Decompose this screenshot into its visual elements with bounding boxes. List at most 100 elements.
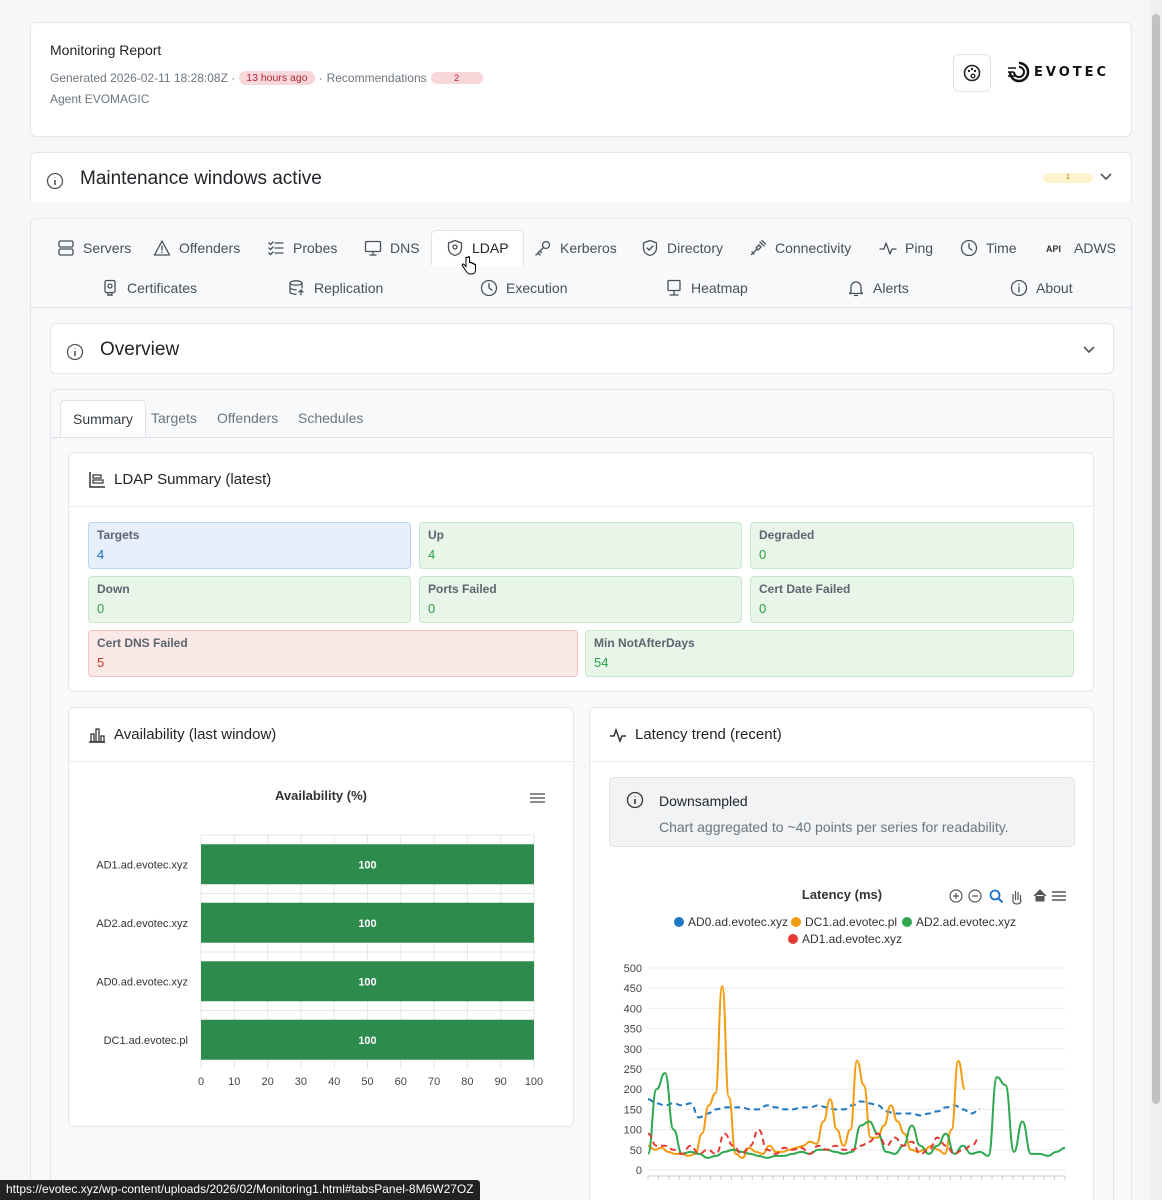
chart-menu-icon[interactable] <box>1052 891 1066 901</box>
pan-hand-icon[interactable] <box>1012 891 1022 905</box>
y-tick-label: 50 <box>630 1145 642 1157</box>
agent-name: Agent EVOMAGIC <box>50 92 150 106</box>
tab-label: Probes <box>293 240 338 256</box>
availability-card-title: Availability (last window) <box>114 726 277 743</box>
tab-label: About <box>1036 280 1073 296</box>
tab-servers[interactable]: Servers <box>43 230 145 266</box>
tab-label: Directory <box>667 240 724 256</box>
tab-alerts[interactable]: Alerts <box>833 270 923 306</box>
maintenance-accordion[interactable]: Maintenance windows active 1 <box>30 152 1132 202</box>
tab-label: Ping <box>905 240 934 256</box>
zoom-out-icon[interactable] <box>968 889 982 903</box>
x-tick-label: 30 <box>295 1076 307 1088</box>
certificate-icon <box>104 279 116 297</box>
stat-label: Ports Failed <box>428 582 497 596</box>
tab-dns[interactable]: DNS <box>350 230 434 266</box>
y-tick-label: 450 <box>624 983 642 995</box>
tab-label: Servers <box>83 240 132 256</box>
stat-value: 5 <box>97 655 105 670</box>
zoom-select-icon[interactable] <box>989 889 1004 904</box>
x-tick-label: 0 <box>198 1076 204 1088</box>
plug-icon <box>750 239 767 256</box>
logo-text: EVOTEC <box>1034 64 1110 80</box>
tab-about[interactable]: About <box>996 270 1087 306</box>
legend-item[interactable]: AD2.ad.evotec.xyz <box>902 915 1016 929</box>
tab-probes[interactable]: Probes <box>253 230 351 266</box>
bar[interactable] <box>201 961 534 1002</box>
overview-title: Overview <box>100 339 180 360</box>
stat-value: 0 <box>97 601 105 616</box>
availability-header: Availability (last window) <box>69 708 573 762</box>
tab-replication[interactable]: Replication <box>274 270 397 306</box>
report-header: Monitoring Report Generated 2026-02-11 1… <box>30 22 1132 137</box>
tab-label: Execution <box>506 280 568 296</box>
chevron-down-icon[interactable] <box>1082 342 1096 356</box>
x-tick-label: 100 <box>525 1076 543 1088</box>
tab-offenders[interactable]: Offenders <box>139 230 254 266</box>
subtab-offenders[interactable]: Offenders <box>217 410 279 426</box>
stat-targets: Targets 4 <box>88 522 411 569</box>
chart-menu-icon[interactable] <box>530 793 545 803</box>
tab-ldap[interactable]: LDAP <box>431 230 524 266</box>
zoom-in-icon[interactable] <box>949 889 963 903</box>
recommendations-label[interactable]: Recommendations <box>326 71 427 85</box>
chart-title: Availability (%) <box>275 788 367 803</box>
tab-ping[interactable]: Ping <box>865 230 947 266</box>
chevron-down-icon[interactable] <box>1099 169 1113 183</box>
info-icon <box>626 791 644 809</box>
legend-item[interactable]: AD0.ad.evotec.xyz <box>674 915 788 929</box>
subtab-schedules[interactable]: Schedules <box>298 410 364 426</box>
series-line <box>647 1098 981 1119</box>
legend-item[interactable]: AD1.ad.evotec.xyz <box>788 932 902 946</box>
overview-accordion[interactable]: Overview <box>50 323 1114 374</box>
tab-label: Offenders <box>179 240 241 256</box>
api-icon: API <box>1046 244 1061 254</box>
maintenance-title: Maintenance windows active <box>80 168 322 189</box>
y-tick-label: 500 <box>624 963 642 975</box>
legend-item[interactable]: DC1.ad.evotec.pl <box>791 915 897 929</box>
stat-up: Up 4 <box>419 522 742 569</box>
x-tick-label: 70 <box>428 1076 440 1088</box>
scrollbar-thumb[interactable] <box>1152 14 1160 1104</box>
tab-heatmap[interactable]: Heatmap <box>651 270 762 306</box>
subtab-targets[interactable]: Targets <box>151 410 197 426</box>
bar[interactable] <box>201 844 534 885</box>
shield-check-icon <box>642 239 658 257</box>
stat-ports-failed: Ports Failed 0 <box>419 576 742 623</box>
y-tick-label: 350 <box>624 1024 642 1036</box>
recommendations-count-badge[interactable]: 2 <box>430 72 483 84</box>
stat-value: 4 <box>97 547 105 562</box>
tab-adws[interactable]: API ADWS <box>1032 230 1130 266</box>
tab-execution[interactable]: Execution <box>466 270 581 306</box>
theme-toggle-button[interactable] <box>953 54 991 92</box>
pulse-icon <box>610 727 626 743</box>
palette-icon <box>963 64 981 82</box>
page-scrollbar[interactable] <box>1150 0 1162 1200</box>
tab-certificates[interactable]: Certificates <box>87 270 211 306</box>
shield-icon <box>447 239 463 257</box>
tab-directory[interactable]: Directory <box>627 230 737 266</box>
x-tick-label: 50 <box>361 1076 373 1088</box>
computer-icon <box>667 279 681 296</box>
pulse-icon <box>879 242 897 255</box>
home-reset-icon[interactable] <box>1033 889 1047 902</box>
link-preview-status-bar: https://evotec.xyz/wp-content/uploads/20… <box>0 1180 480 1200</box>
checklist-icon <box>268 241 284 256</box>
svg-text:API: API <box>1046 244 1061 254</box>
tab-connectivity[interactable]: Connectivity <box>735 230 865 266</box>
y-tick-label: 250 <box>624 1064 642 1076</box>
subtab-summary[interactable]: Summary <box>60 400 146 438</box>
bar[interactable] <box>201 1019 534 1060</box>
availability-card: Availability (last window) Availability … <box>68 707 574 1127</box>
series-line <box>647 1072 1066 1159</box>
stat-label: Up <box>428 528 444 542</box>
clock-icon <box>960 239 978 257</box>
tab-time[interactable]: Time <box>946 230 1031 266</box>
stat-value: 0 <box>428 601 436 616</box>
age-badge: 13 hours ago <box>239 71 315 85</box>
bar[interactable] <box>201 902 534 943</box>
stat-cert-dns-failed: Cert DNS Failed 5 <box>88 630 578 677</box>
category-label: AD1.ad.evotec.xyz <box>96 859 188 871</box>
category-label: AD0.ad.evotec.xyz <box>96 976 188 988</box>
tab-kerberos[interactable]: Kerberos <box>520 230 631 266</box>
